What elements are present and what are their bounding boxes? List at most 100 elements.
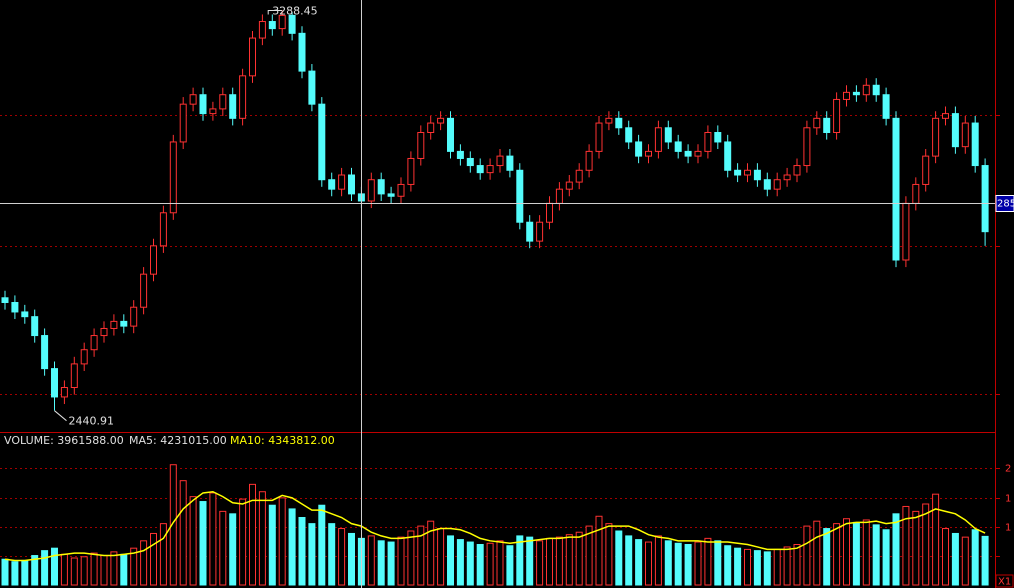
volume-bar [328, 523, 336, 586]
volume-bar [793, 544, 801, 586]
candle-body [615, 117, 623, 129]
volume-bar [338, 528, 346, 586]
volume-bar [526, 536, 534, 586]
candle-body [882, 94, 890, 119]
volume-bar [862, 519, 870, 586]
candle-body [516, 169, 524, 223]
candle-body [11, 302, 19, 313]
volume-bar [506, 545, 514, 586]
volume-bar [555, 536, 563, 586]
candle-body [437, 117, 445, 124]
volume-bar [466, 541, 474, 586]
candle-body [387, 193, 395, 197]
candle-body [536, 221, 544, 242]
candle-body [704, 132, 712, 152]
candle-body [377, 179, 385, 195]
volume-bar [605, 523, 613, 586]
candle-body [348, 174, 355, 195]
volume-bar [734, 547, 742, 586]
candle-body [189, 94, 197, 105]
volume-bar [377, 540, 385, 586]
candle-body [258, 21, 266, 39]
volume-bar [407, 530, 415, 586]
candle-body [308, 70, 316, 105]
volume-bar [654, 535, 662, 586]
candle-body [140, 273, 148, 308]
volume-bar [971, 529, 979, 586]
candle-body [427, 122, 435, 134]
volume-bar [684, 544, 692, 586]
candle-body [466, 157, 474, 167]
low-arrow [54, 410, 67, 422]
volume-bar [516, 535, 524, 586]
volume-bar [942, 528, 949, 586]
volume-bar [724, 545, 732, 586]
ma10-legend: MA10: 4343812.00 [230, 434, 335, 447]
candle-body [575, 169, 583, 183]
corner-box [995, 574, 1014, 588]
volume-bar [783, 546, 791, 586]
volume-bar [100, 555, 108, 586]
candle-body [773, 179, 781, 190]
volume-bar [189, 496, 197, 586]
volume-bar [744, 548, 751, 586]
candle-body [595, 122, 603, 152]
volume-bar [615, 530, 623, 586]
volume-bar [704, 537, 712, 586]
candle-body [734, 169, 742, 176]
candle-body [338, 174, 346, 190]
candle-body [70, 363, 78, 388]
candle-body [823, 117, 831, 134]
candle-body [288, 14, 296, 34]
candle-body [942, 113, 949, 119]
candle-body [110, 320, 118, 329]
volume-bar [1, 558, 9, 586]
candle-body [60, 387, 68, 398]
candle-body [744, 169, 751, 176]
candle-body [872, 84, 880, 96]
candle-body [31, 316, 39, 337]
candle-body [278, 14, 286, 30]
volume-bar [852, 521, 860, 586]
volume-bar [773, 548, 781, 586]
candle-body [476, 165, 484, 174]
candle-body [971, 122, 979, 167]
low-label: 2440.91 [69, 415, 115, 428]
candle-body [951, 113, 959, 148]
volume-bar [565, 534, 573, 586]
volume-bar [21, 559, 29, 586]
volume-bar [179, 480, 187, 586]
candle-body [51, 368, 58, 398]
candle-body [635, 141, 643, 157]
candle-body [80, 349, 88, 365]
volume-bar [70, 557, 78, 586]
y-tick-label: 1 [1005, 523, 1011, 534]
volume-bar [595, 515, 603, 586]
candle-body [486, 165, 494, 174]
candle-body [892, 117, 900, 261]
volume-bar [258, 491, 266, 586]
candle-body [199, 94, 207, 115]
volume-bar [803, 525, 811, 586]
candle-body [41, 335, 49, 370]
candle-body [912, 183, 920, 204]
volume-bar [496, 540, 504, 586]
candle-body [605, 117, 613, 124]
volume-bar [625, 535, 633, 586]
volume-bar [308, 523, 316, 586]
volume-bar [813, 520, 821, 586]
volume-bar [635, 539, 643, 586]
volume-bar [843, 518, 850, 586]
volume-bar [239, 498, 247, 586]
candle-body [21, 311, 29, 318]
candle-body [209, 108, 217, 115]
volume-bar [387, 541, 395, 586]
candle-body [833, 98, 841, 133]
volume-bar [130, 547, 138, 586]
candle-body [902, 202, 910, 261]
candle-body [803, 127, 811, 167]
volume-bar [367, 535, 375, 586]
volume-bar [348, 532, 355, 586]
candle-body [684, 150, 692, 157]
candle-body [219, 94, 227, 110]
